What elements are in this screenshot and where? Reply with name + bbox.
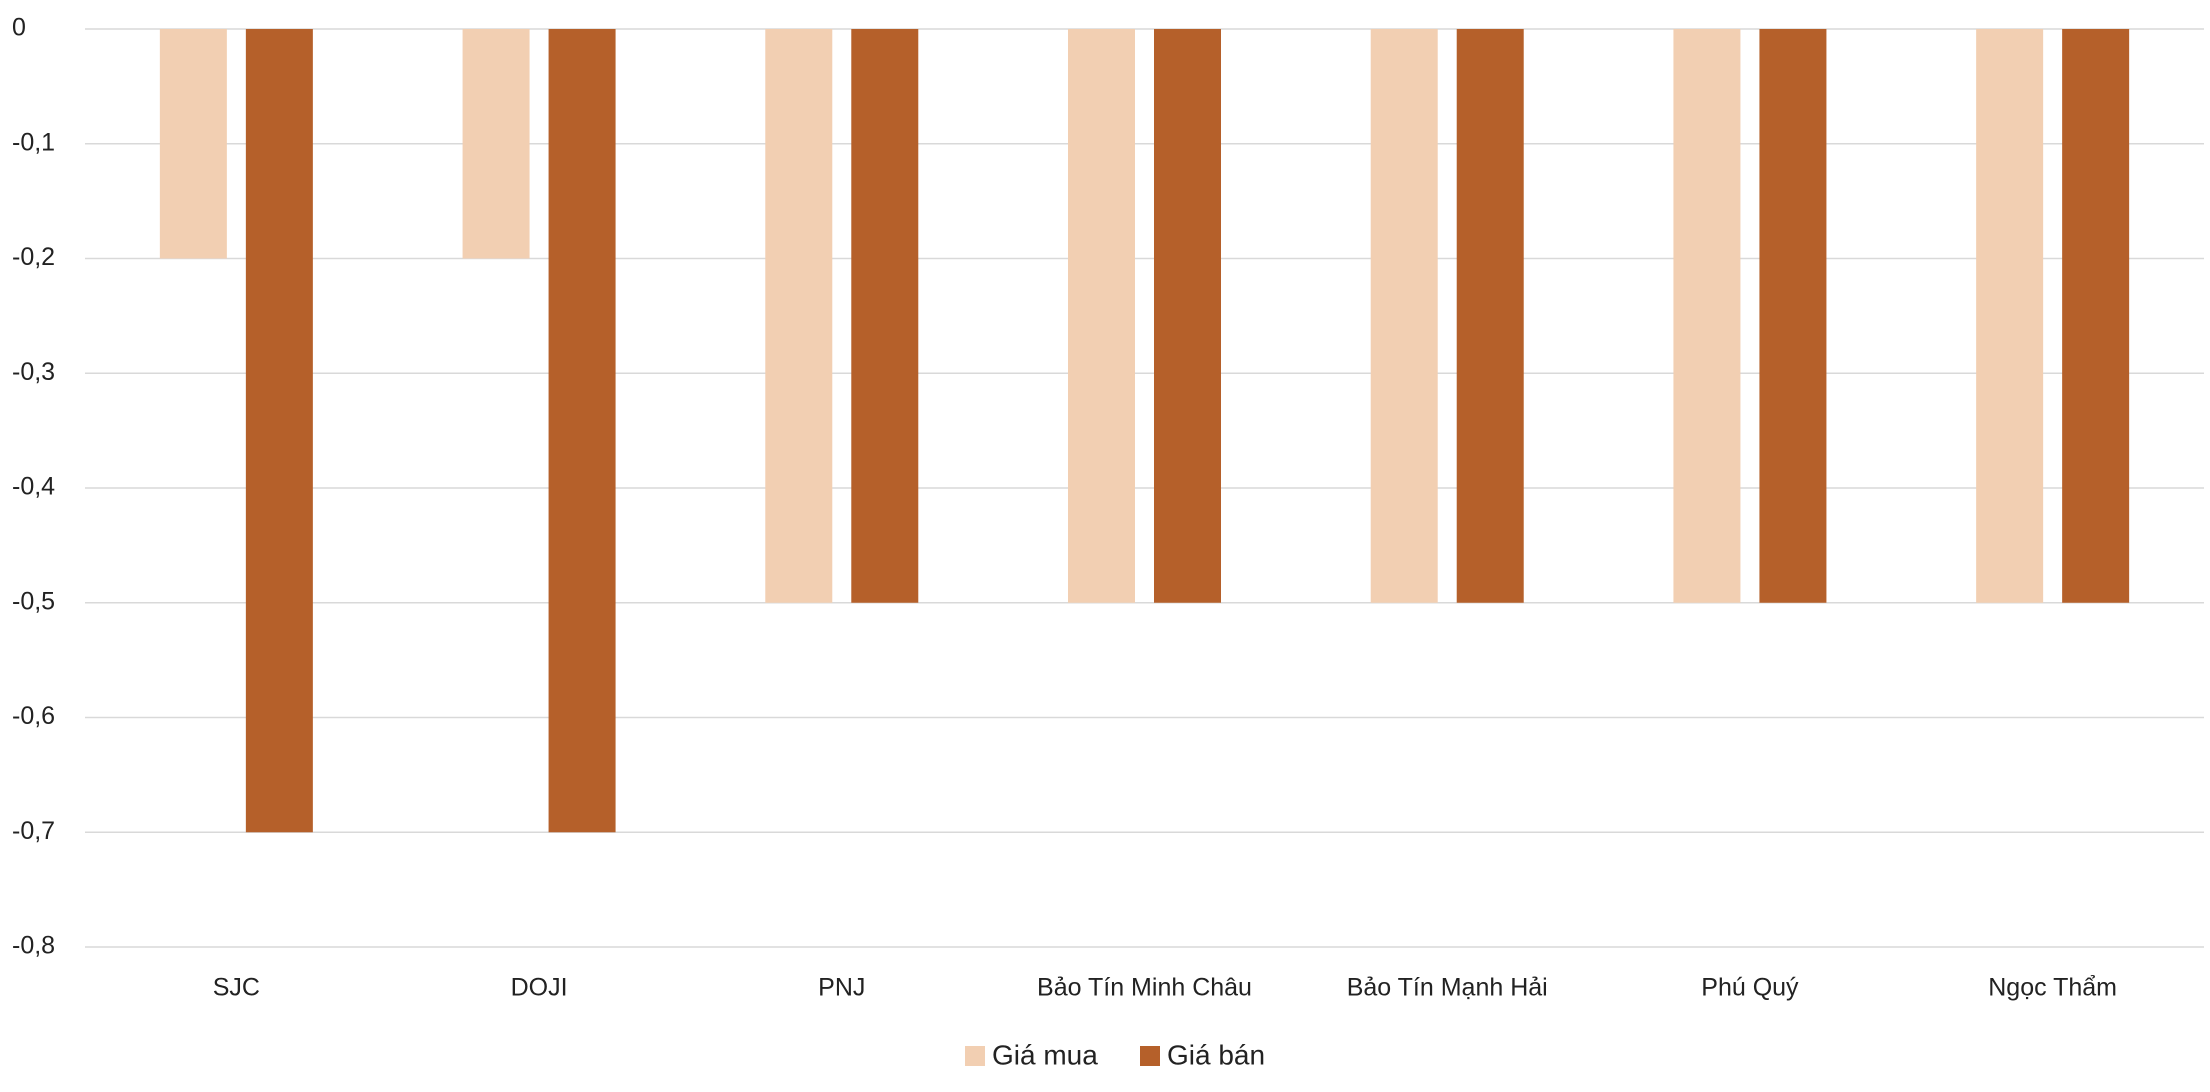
bar bbox=[1976, 29, 2044, 603]
bar bbox=[765, 29, 833, 603]
y-tick-label: -0,6 bbox=[12, 702, 55, 730]
bar bbox=[1673, 29, 1741, 603]
bar bbox=[548, 29, 616, 833]
x-tick-label: PNJ bbox=[818, 974, 865, 1002]
bar bbox=[1068, 29, 1135, 603]
bar bbox=[159, 29, 227, 259]
x-tick-label: DOJI bbox=[511, 974, 568, 1002]
y-tick-label: -0,7 bbox=[12, 817, 55, 845]
bar bbox=[1370, 29, 1438, 603]
legend-swatch bbox=[965, 1046, 985, 1066]
x-tick-label: Bảo Tín Mạnh Hải bbox=[1347, 974, 1548, 1002]
bar bbox=[851, 29, 919, 603]
y-tick-label: -0,5 bbox=[12, 587, 55, 615]
x-tick-label: Phú Quý bbox=[1701, 974, 1799, 1002]
x-tick-label: Bảo Tín Minh Châu bbox=[1037, 974, 1252, 1002]
bar bbox=[245, 29, 313, 833]
legend-label: Giá bán bbox=[1167, 1039, 1265, 1070]
y-tick-label: -0,4 bbox=[12, 473, 55, 501]
x-tick-label: SJC bbox=[213, 974, 260, 1002]
y-tick-label: -0,8 bbox=[12, 932, 55, 960]
legend-swatch bbox=[1140, 1046, 1160, 1066]
bar bbox=[1456, 29, 1524, 603]
bar bbox=[2062, 29, 2130, 603]
y-tick-label: -0,3 bbox=[12, 358, 55, 386]
bar bbox=[1759, 29, 1827, 603]
y-tick-label: -0,2 bbox=[12, 243, 55, 271]
bar bbox=[462, 29, 530, 259]
y-tick-label: -0,1 bbox=[12, 128, 55, 156]
legend-label: Giá mua bbox=[992, 1039, 1098, 1070]
bar bbox=[1154, 29, 1221, 603]
y-tick-label: 0 bbox=[12, 14, 26, 42]
x-tick-label: Ngọc Thẩm bbox=[1988, 974, 2117, 1002]
